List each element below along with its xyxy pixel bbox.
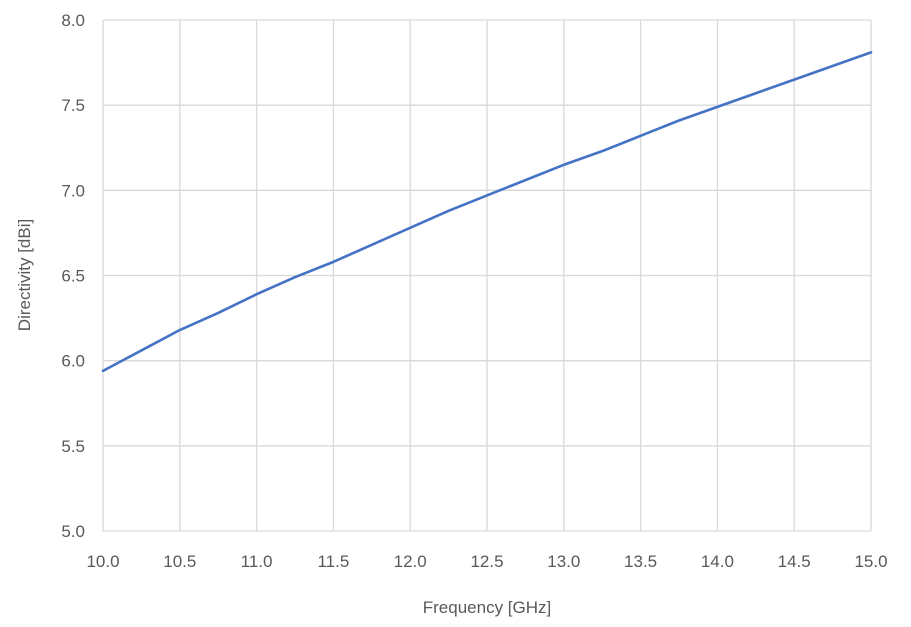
y-axis-title: Directivity [dBi] — [15, 219, 34, 331]
x-axis-title: Frequency [GHz] — [423, 598, 552, 617]
y-tick-label: 5.5 — [61, 437, 85, 456]
x-tick-label: 13.5 — [624, 552, 657, 571]
x-tick-labels: 10.0 10.5 11.0 11.5 12.0 12.5 13.0 13.5 14.0 14.5… — [86, 552, 887, 571]
y-tick-labels: 5.0 5.5 6.0 6.5 7.0 7.5 8.0 — [61, 11, 85, 541]
series-layer — [101, 51, 873, 373]
y-tick-label: 6.0 — [61, 352, 85, 371]
x-tick-label: 13.0 — [547, 552, 580, 571]
x-tick-label: 12.5 — [470, 552, 503, 571]
y-tick-label: 7.5 — [61, 96, 85, 115]
x-tick-label: 11.5 — [317, 552, 349, 571]
y-tick-label: 8.0 — [61, 11, 85, 30]
x-tick-label: 14.5 — [778, 552, 811, 571]
y-tick-label: 6.5 — [61, 267, 85, 286]
horizontal-gridlines — [103, 19, 871, 532]
x-tick-label: 11.0 — [241, 552, 273, 571]
x-tick-label: 14.0 — [701, 552, 734, 571]
y-tick-label: 7.0 — [61, 181, 85, 200]
x-tick-label: 12.0 — [394, 552, 427, 571]
x-tick-label: 10.5 — [163, 552, 196, 571]
x-tick-label: 15.0 — [854, 552, 887, 571]
directivity-line — [101, 51, 873, 373]
x-tick-label: 10.0 — [86, 552, 119, 571]
y-tick-label: 5.0 — [61, 522, 85, 541]
